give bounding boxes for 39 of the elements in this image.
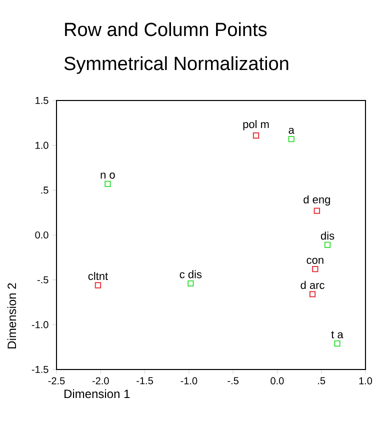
annotation: a [288, 128, 294, 134]
y-tick-label: 1.0 [36, 142, 48, 149]
annotation: d eng [304, 195, 330, 206]
x-tick-label: -1.5 [136, 377, 153, 384]
x-tick-label: -1.0 [180, 377, 198, 384]
y-tick-label: -1.5 [32, 366, 48, 373]
point [324, 242, 331, 248]
y-tick-label: 1.5 [36, 97, 48, 104]
x-tick-label: 1.0 [359, 377, 372, 384]
x-tick-label: -2.5 [48, 377, 65, 384]
point [314, 208, 320, 214]
point [94, 282, 102, 288]
point [288, 136, 294, 142]
annotation: c dis [180, 270, 202, 278]
x-tick-label: -2.0 [92, 377, 109, 384]
chart-subtitle: Symmetrical Normalization [64, 56, 288, 74]
y-tick-label: .5 [41, 186, 48, 194]
point [334, 340, 340, 347]
annotation: con [306, 258, 324, 264]
chart-title: Row and Column Points [65, 22, 267, 36]
annotation: dis [320, 232, 334, 240]
annotation: d arc [300, 280, 324, 289]
point [188, 280, 194, 287]
y-tick-label: -1.0 [32, 321, 48, 328]
annotation: pol m [243, 120, 269, 130]
y-tick-label: 0.0 [35, 231, 48, 239]
x-tick-label: -.5 [228, 377, 238, 384]
point [312, 266, 318, 272]
annotation: t a [331, 331, 344, 338]
point [104, 180, 111, 187]
point [252, 132, 260, 139]
annotation: cltnt [88, 272, 108, 280]
x-tick-label: .5 [318, 377, 326, 384]
annotation: n o [100, 172, 115, 179]
x-tick-label: 0.0 [270, 377, 284, 384]
y-axis-title: Dimension 2 [7, 283, 16, 348]
x-axis-title: Dimension 1 [64, 389, 130, 398]
point [309, 291, 316, 298]
y-tick-label: -.5 [37, 276, 48, 284]
